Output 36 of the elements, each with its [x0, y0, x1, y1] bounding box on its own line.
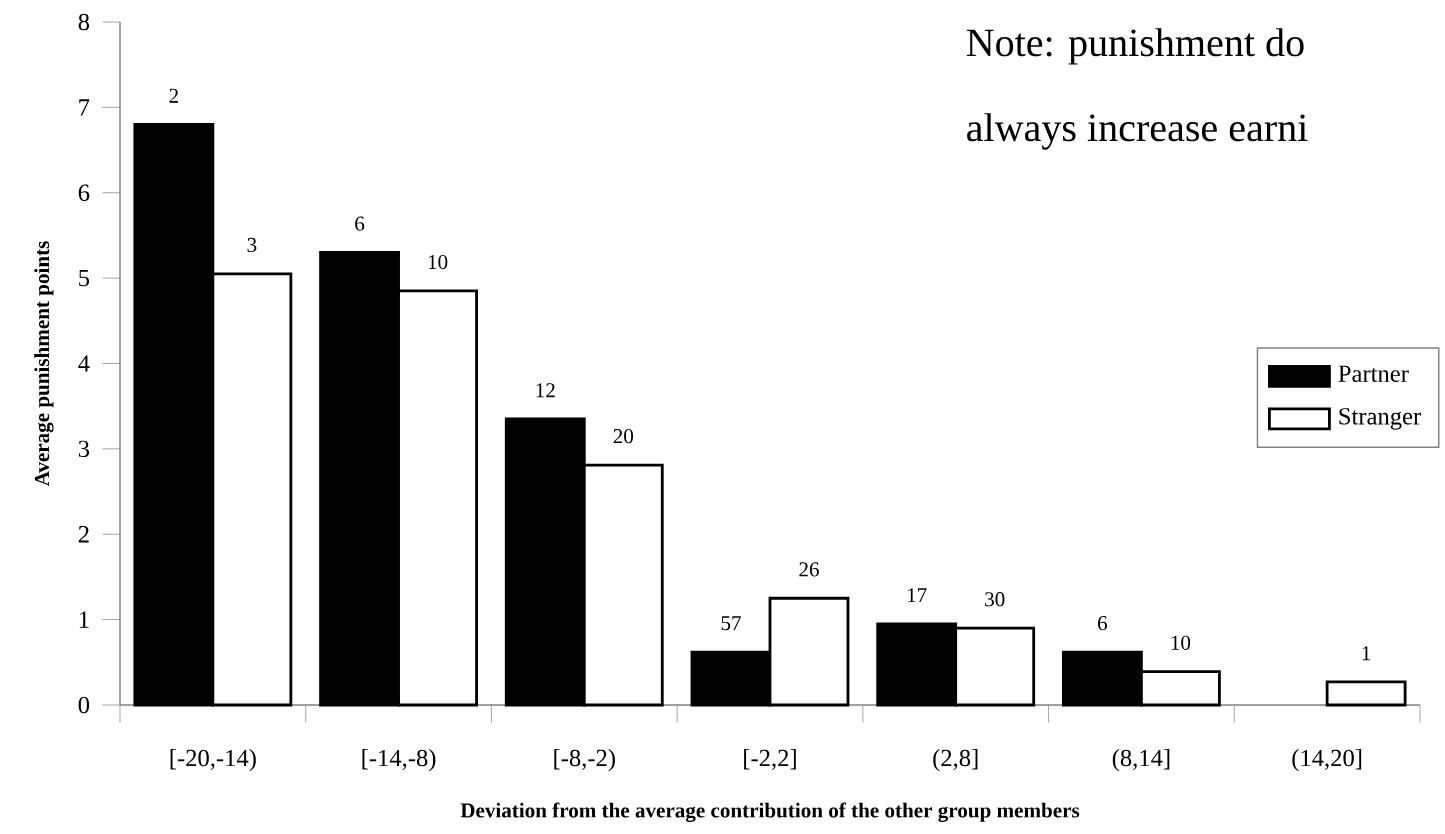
x-tick-label: [-8,-2) [554, 749, 615, 772]
annotation: 6 [355, 216, 365, 231]
annotation: 3 [247, 238, 257, 253]
annotation: 20 [613, 429, 634, 444]
annotation: 17 [908, 588, 927, 603]
y-tick-label: 2 [78, 526, 89, 543]
x-tick-label: (14,20] [1292, 749, 1362, 772]
annotation: 10 [1171, 635, 1191, 651]
y-tick-label: 0 [78, 696, 90, 714]
annotation: 12 [536, 383, 555, 398]
y-tick-label: 7 [79, 99, 90, 116]
legend-label: Stranger [1339, 408, 1421, 430]
y-tick-label: 4 [78, 355, 90, 372]
annotation: 57 [721, 616, 741, 631]
bar [1325, 680, 1407, 707]
y-tick-label: 5 [79, 270, 90, 287]
y-tick-label: 8 [78, 13, 90, 31]
x-tick-label: (8,14] [1112, 749, 1170, 772]
x-tick-label: [-14,-8) [362, 749, 436, 772]
annotation: always increase earni [967, 113, 1308, 150]
annotation: Note: punishment do [966, 28, 1304, 65]
legend-label: Partner [1338, 365, 1409, 383]
annotation: 26 [799, 562, 819, 577]
annotation: 2 [169, 88, 178, 103]
y-axis-title: Average punishment points [34, 241, 54, 487]
x-axis-title: Deviation from the average contribution of the other group members [460, 802, 1080, 823]
y-tick-label: 1 [79, 611, 89, 628]
annotation: 6 [1098, 616, 1108, 631]
x-tick-label: [-20,-14) [170, 749, 256, 772]
annotation: 10 [428, 255, 448, 270]
x-tick-label: [-2,2] [744, 749, 796, 771]
y-tick-label: 6 [78, 184, 90, 202]
annotation: 30 [985, 592, 1005, 607]
y-tick-label: 3 [78, 440, 90, 458]
annotation: 1 [1362, 646, 1371, 661]
x-tick-label: (2,8] [933, 749, 978, 772]
